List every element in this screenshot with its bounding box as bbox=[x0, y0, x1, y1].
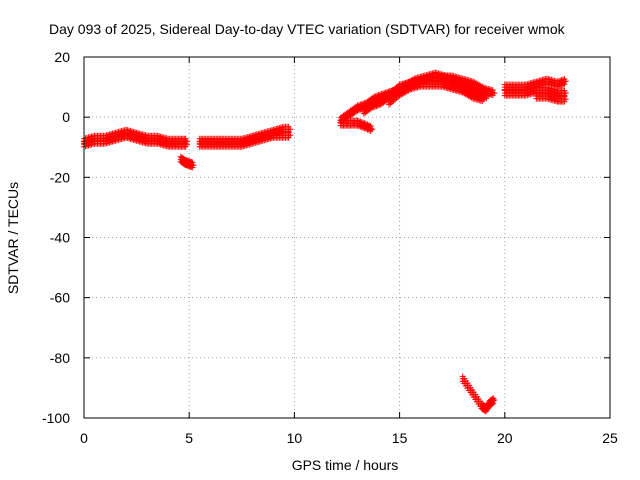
data-point bbox=[374, 102, 381, 109]
series-arc-11 bbox=[400, 69, 491, 102]
data-point bbox=[190, 162, 197, 169]
data-point bbox=[490, 400, 497, 407]
x-tick-label: 20 bbox=[497, 430, 513, 446]
data-point bbox=[484, 93, 491, 100]
y-tick-label: 0 bbox=[62, 109, 70, 125]
axis-ticks: 0 5 10 15 20 25 -100 -80 -60 -40 -20 0 20 bbox=[42, 49, 618, 446]
y-tick-label: -80 bbox=[50, 350, 70, 366]
data-points bbox=[81, 69, 569, 415]
data-point bbox=[561, 81, 568, 88]
grid-lines bbox=[84, 57, 610, 418]
data-point bbox=[369, 126, 376, 133]
data-point bbox=[491, 396, 498, 403]
series-arc-3 bbox=[177, 153, 197, 171]
x-tick-label: 5 bbox=[185, 430, 193, 446]
series-arc-5 bbox=[196, 129, 294, 150]
data-point bbox=[489, 400, 496, 407]
y-tick-label: -60 bbox=[50, 290, 70, 306]
x-tick-label: 10 bbox=[287, 430, 303, 446]
data-point bbox=[372, 103, 379, 110]
data-point bbox=[373, 103, 380, 110]
y-tick-label: -40 bbox=[50, 230, 70, 246]
data-point bbox=[562, 90, 569, 97]
data-point bbox=[558, 82, 565, 89]
x-tick-label: 0 bbox=[80, 430, 88, 446]
y-axis-label: SDTVAR / TECUs bbox=[5, 182, 21, 294]
data-point bbox=[562, 96, 569, 103]
data-point bbox=[184, 141, 191, 148]
data-point bbox=[562, 78, 569, 85]
series-arc-15 bbox=[533, 90, 569, 105]
data-point bbox=[355, 107, 362, 114]
data-point bbox=[287, 126, 294, 133]
y-tick-label: 20 bbox=[54, 49, 70, 65]
data-point bbox=[354, 107, 361, 114]
data-point bbox=[491, 90, 498, 97]
y-tick-label: -20 bbox=[50, 169, 70, 185]
data-point bbox=[287, 132, 294, 139]
data-point bbox=[369, 104, 376, 111]
series-arc-7 bbox=[337, 117, 376, 134]
y-tick-label: -100 bbox=[42, 410, 70, 426]
data-point bbox=[557, 82, 564, 89]
data-point bbox=[357, 106, 364, 113]
data-point bbox=[182, 143, 189, 150]
data-point bbox=[370, 104, 377, 111]
x-tick-label: 25 bbox=[602, 430, 618, 446]
series-arc-12 bbox=[459, 373, 498, 415]
x-axis-label: GPS time / hours bbox=[292, 457, 399, 473]
data-point bbox=[561, 98, 568, 105]
data-point bbox=[560, 81, 567, 88]
x-tick-label: 15 bbox=[392, 430, 408, 446]
series-arc-2 bbox=[81, 129, 191, 150]
chart-title: Day 093 of 2025, Sidereal Day-to-day VTE… bbox=[49, 21, 566, 37]
